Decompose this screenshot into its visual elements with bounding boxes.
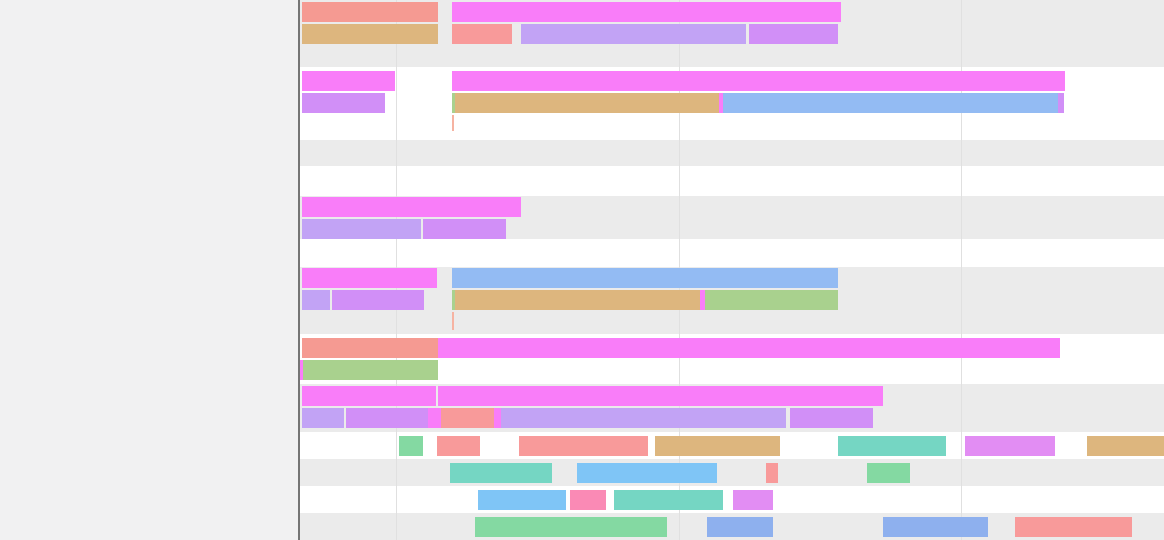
track-band: [300, 140, 1164, 166]
timeline-slice[interactable]: [332, 290, 424, 310]
timeline-gridline: [961, 0, 962, 540]
timeline-slice[interactable]: [475, 517, 667, 537]
timeline-slice[interactable]: [838, 436, 946, 456]
timeline-slice[interactable]: [867, 463, 910, 483]
timeline-slice[interactable]: [302, 71, 395, 91]
timeline-slice[interactable]: [302, 219, 421, 239]
timeline-slice[interactable]: [614, 490, 723, 510]
timeline-slice[interactable]: [766, 463, 778, 483]
timeline-slice[interactable]: [302, 290, 330, 310]
timeline-slice[interactable]: [733, 490, 773, 510]
timeline-slice[interactable]: [455, 93, 719, 113]
timeline-slice[interactable]: [302, 268, 437, 288]
timeline-slice[interactable]: [705, 290, 838, 310]
timeline-slice[interactable]: [455, 290, 700, 310]
track-band: [300, 166, 1164, 196]
timeline-slice[interactable]: [719, 93, 723, 113]
timeline-slice[interactable]: [700, 290, 705, 310]
timeline-slice[interactable]: [965, 436, 1055, 456]
timeline-slice[interactable]: [441, 408, 494, 428]
timeline-slice[interactable]: [452, 290, 455, 310]
timeline-slice[interactable]: [501, 408, 786, 428]
flow-event-tick: [452, 115, 454, 131]
timeline-slice[interactable]: [450, 463, 552, 483]
timeline-slice[interactable]: [423, 219, 506, 239]
timeline-slice[interactable]: [707, 517, 773, 537]
timeline-slice[interactable]: [749, 24, 838, 44]
timeline-slice[interactable]: [300, 360, 303, 380]
timeline-slice[interactable]: [655, 436, 780, 456]
timeline-slice[interactable]: [452, 24, 512, 44]
timeline-slice[interactable]: [570, 490, 606, 510]
timeline-slice[interactable]: [302, 386, 436, 406]
track-name-sidebar: [0, 0, 300, 540]
timeline-slice[interactable]: [883, 517, 988, 537]
track-band: [300, 486, 1164, 513]
timeline-slice[interactable]: [1015, 517, 1132, 537]
timeline-slice[interactable]: [519, 436, 648, 456]
timeline-slice[interactable]: [302, 408, 344, 428]
timeline-slice[interactable]: [302, 338, 438, 358]
timeline-slice[interactable]: [521, 24, 746, 44]
timeline-slice[interactable]: [438, 386, 883, 406]
track-band: [300, 459, 1164, 486]
timeline-slice[interactable]: [302, 24, 438, 44]
timeline-slice[interactable]: [452, 268, 838, 288]
timeline-slice[interactable]: [302, 197, 521, 217]
timeline-slice[interactable]: [452, 93, 455, 113]
timeline-slice[interactable]: [790, 408, 873, 428]
timeline-slice[interactable]: [428, 408, 441, 428]
timeline-slice[interactable]: [437, 436, 480, 456]
timeline-slice[interactable]: [399, 436, 423, 456]
timeline-slice[interactable]: [302, 93, 385, 113]
timeline-slice[interactable]: [438, 338, 1060, 358]
timeline-slice[interactable]: [723, 93, 1058, 113]
timeline-slice[interactable]: [1058, 93, 1064, 113]
timeline-slice[interactable]: [494, 408, 501, 428]
track-band: [300, 239, 1164, 267]
timeline-slice[interactable]: [452, 2, 841, 22]
timeline-slice[interactable]: [452, 71, 1065, 91]
timeline-slice[interactable]: [1087, 436, 1164, 456]
timeline-slice[interactable]: [303, 360, 438, 380]
timeline-slice[interactable]: [302, 2, 438, 22]
flow-event-tick: [452, 312, 454, 330]
timeline-slice[interactable]: [577, 463, 717, 483]
timeline-slice[interactable]: [346, 408, 428, 428]
timeline-slice[interactable]: [478, 490, 566, 510]
